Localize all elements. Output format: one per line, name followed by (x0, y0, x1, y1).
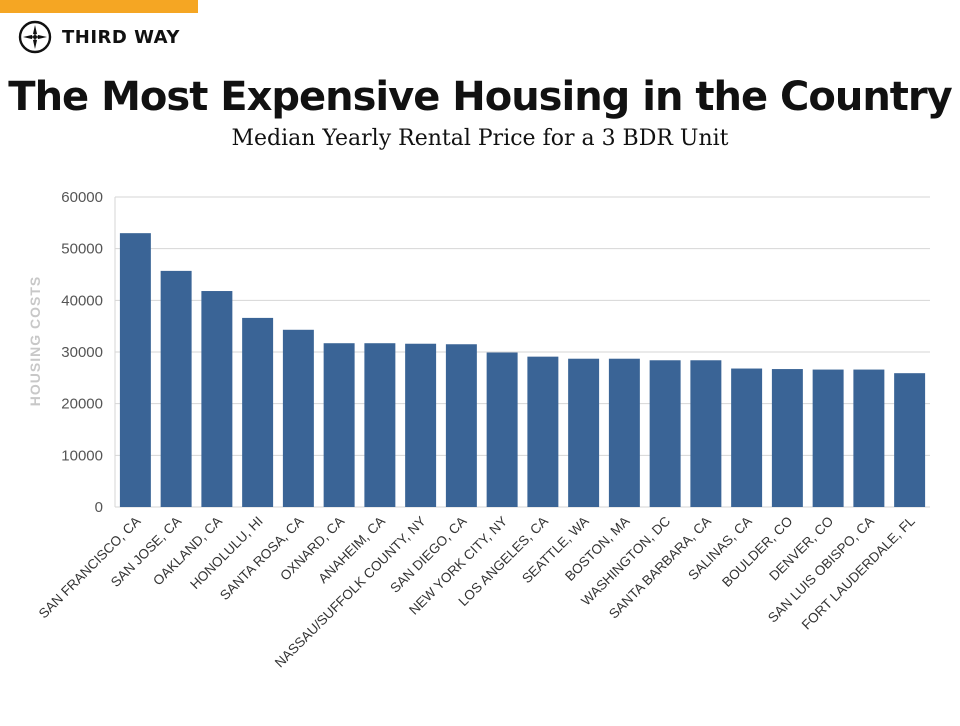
grid-lines (114, 196, 930, 508)
bars (119, 233, 926, 507)
y-axis-ticks: 0 10000 20000 30000 40000 50000 60000 (61, 189, 103, 516)
bar (853, 369, 885, 507)
x-tick-label: HONOLULU, HI (187, 514, 266, 593)
y-tick-label: 20000 (61, 396, 103, 413)
bar (323, 343, 355, 507)
bar (690, 360, 722, 507)
bar (282, 329, 314, 507)
y-tick-label: 30000 (61, 344, 103, 361)
bar (445, 344, 477, 507)
y-tick-label: 0 (95, 499, 103, 516)
logo: THIRD WAY (18, 20, 180, 54)
bar (527, 356, 559, 507)
bar (405, 343, 437, 507)
bar (160, 270, 192, 507)
bar (731, 368, 763, 507)
y-tick-label: 10000 (61, 447, 103, 464)
logo-text: THIRD WAY (62, 26, 180, 48)
bar (201, 291, 233, 507)
x-tick-label: SAN JOSE, CA (108, 514, 184, 590)
bar (568, 358, 600, 507)
x-tick-label: BOULDER, CO (719, 514, 795, 590)
chart-subtitle: Median Yearly Rental Price for a 3 BDR U… (231, 126, 729, 151)
accent-bar (0, 0, 198, 13)
y-tick-label: 50000 (61, 241, 103, 258)
y-tick-label: 40000 (61, 292, 103, 309)
bar (771, 369, 803, 507)
y-tick-label: 60000 (61, 189, 103, 206)
x-tick-label: NASSAU/SUFFOLK COUNTY, NY (272, 514, 429, 671)
bar (242, 317, 274, 507)
bar (608, 358, 640, 507)
bar (894, 373, 926, 507)
bar (364, 343, 396, 507)
y-axis-label: HOUSING COSTS (27, 276, 43, 406)
compass-icon (18, 20, 52, 54)
bar (119, 233, 151, 507)
bar (649, 360, 681, 507)
bar (812, 369, 844, 507)
chart-title: The Most Expensive Housing in the Countr… (8, 74, 952, 120)
bar (486, 352, 518, 507)
